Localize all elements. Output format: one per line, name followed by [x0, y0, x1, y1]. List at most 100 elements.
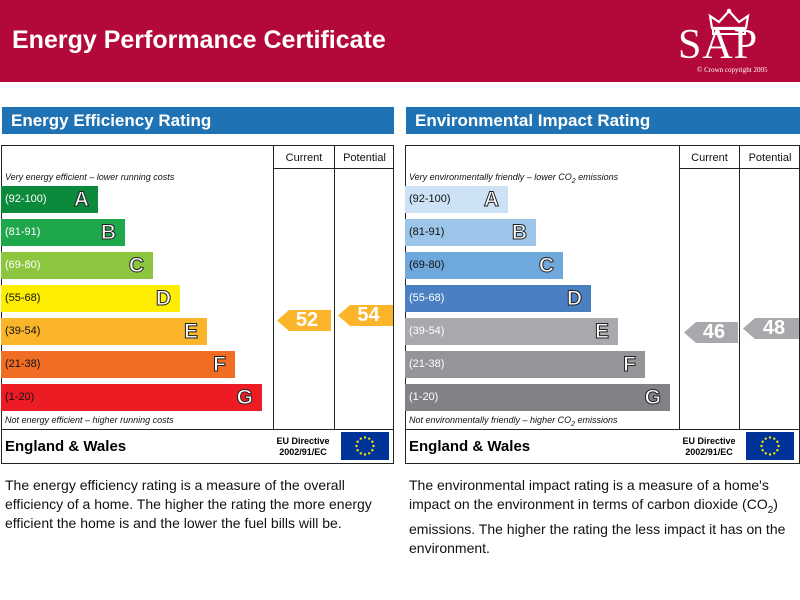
sap-logo: SAP — [678, 22, 759, 68]
environment-band-e: (39-54) E — [405, 318, 618, 345]
band-range: (21-38) — [5, 358, 41, 370]
energy-current-header: Current — [285, 152, 323, 164]
note-text: emissions — [574, 415, 618, 425]
environment-bottom-note: Not environmentally friendly – higher CO… — [409, 415, 618, 428]
eu-star — [776, 440, 779, 443]
arrow-shape — [684, 322, 738, 343]
energy-band-b: (81-91) B — [1, 219, 125, 246]
band-range: (55-68) — [409, 292, 445, 304]
divider — [679, 145, 680, 429]
eu-star — [371, 449, 374, 452]
band-letter: E — [183, 320, 198, 344]
band-letter: G — [236, 386, 253, 410]
energy-potential-value: 54 — [357, 304, 380, 326]
eu-star — [359, 452, 362, 455]
eu-star — [764, 437, 767, 440]
eu-star — [368, 437, 371, 440]
eu-star — [760, 444, 763, 448]
note-subscript: 2 — [571, 177, 576, 185]
eu-star — [363, 436, 367, 439]
description-text: ) emissions. The higher the rating the l… — [409, 496, 786, 556]
eu-star — [773, 452, 776, 455]
eu-star — [768, 436, 772, 439]
band-range: (81-91) — [5, 226, 41, 238]
directive-line2: 2002/91/EC — [685, 447, 733, 457]
eu-star — [372, 444, 375, 448]
environment-band-f: (21-38) F — [405, 351, 645, 378]
eu-star — [371, 440, 374, 443]
divider — [680, 168, 800, 169]
eu-star — [363, 453, 367, 456]
energy-band-e: (39-54) E — [1, 318, 207, 345]
environment-top-note: Very environmentally friendly – lower CO… — [409, 172, 618, 185]
environment-current-header: Current — [691, 152, 728, 164]
page-title: Energy Performance Certificate — [12, 26, 386, 54]
environment-description: The environmental impact rating is a mea… — [409, 476, 789, 558]
environment-footer-directive: EU Directive 2002/91/EC — [676, 436, 742, 458]
eu-star — [776, 449, 779, 452]
energy-band-c: (69-80) C — [1, 252, 153, 279]
energy-footer-directive: EU Directive 2002/91/EC — [270, 436, 336, 458]
energy-current-arrow: 52 — [277, 310, 331, 331]
eu-star — [777, 444, 780, 448]
band-letter: D — [155, 287, 171, 311]
energy-panel-title: Energy Efficiency Rating — [2, 107, 394, 134]
band-range: (81-91) — [409, 226, 445, 238]
eu-star — [768, 453, 772, 456]
divider — [274, 168, 394, 169]
band-letter: C — [538, 254, 554, 278]
eu-star — [359, 437, 362, 440]
eu-star — [356, 449, 359, 452]
band-range: (1-20) — [409, 391, 439, 403]
band-range: (69-80) — [5, 259, 41, 271]
environment-current-value: 46 — [702, 321, 726, 343]
divider — [405, 429, 800, 430]
energy-current-value: 52 — [295, 309, 319, 331]
band-range: (21-38) — [409, 358, 445, 370]
band-letter: F — [213, 353, 227, 377]
band-range: (92-100) — [409, 193, 451, 205]
band-range: (69-80) — [409, 259, 445, 271]
band-range: (1-20) — [5, 391, 35, 403]
arrow-shape — [277, 310, 331, 331]
note-text: Very environmentally friendly – lower CO — [409, 172, 572, 182]
environment-potential-arrow: 48 — [743, 318, 799, 339]
description-subscript: 2 — [767, 504, 774, 516]
arrow-shape — [338, 305, 393, 326]
environment-potential-header: Potential — [748, 152, 792, 164]
eu-star — [761, 449, 764, 452]
band-letter: B — [100, 221, 116, 245]
energy-band-g: (1-20) G — [1, 384, 262, 411]
eu-star — [355, 444, 358, 448]
energy-description: The energy efficiency rating is a measur… — [5, 477, 372, 531]
environment-band-b: (81-91) B — [405, 219, 536, 246]
note-text: Not environmentally friendly – higher CO — [409, 415, 572, 425]
description-text: The environmental impact rating is a mea… — [409, 477, 769, 512]
band-letter: D — [566, 287, 582, 311]
eu-star — [368, 452, 371, 455]
directive-line2: 2002/91/EC — [279, 447, 327, 457]
header-bar — [0, 0, 800, 82]
environment-band-a: (92-100) A — [405, 186, 508, 213]
energy-potential-arrow: 54 — [338, 305, 393, 326]
band-letter: E — [594, 320, 609, 344]
environment-band-c: (69-80) C — [405, 252, 563, 279]
logo-copyright: © Crown copyright 2005 — [697, 66, 768, 74]
divider — [273, 145, 274, 429]
energy-potential-header: Potential — [343, 152, 386, 164]
band-letter: B — [511, 221, 527, 245]
band-letter: A — [483, 188, 499, 212]
environment-panel-title: Environmental Impact Rating — [406, 107, 800, 134]
note-subscript: 2 — [571, 420, 575, 428]
eu-star — [356, 440, 359, 443]
band-range: (92-100) — [5, 193, 47, 205]
environment-current-arrow: 46 — [684, 322, 738, 343]
eu-star — [764, 452, 767, 455]
eu-flag-icon — [341, 432, 389, 460]
divider — [739, 145, 740, 429]
environment-potential-value: 48 — [762, 317, 786, 339]
energy-band-f: (21-38) F — [1, 351, 235, 378]
energy-band-a: (92-100) A — [1, 186, 98, 213]
band-letter: A — [73, 188, 89, 212]
band-range: (55-68) — [5, 292, 41, 304]
